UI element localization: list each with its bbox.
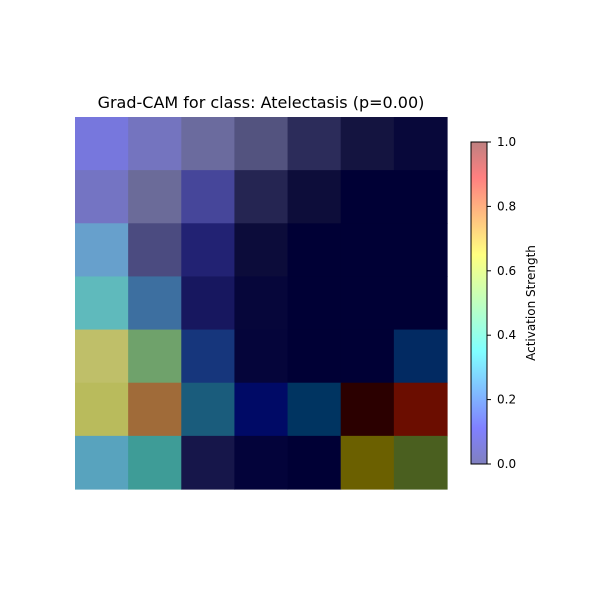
heatmap-cell-r6-c2: [181, 435, 236, 490]
heatmap-cell-r1-c4: [287, 170, 342, 224]
heatmap: [75, 117, 448, 490]
heatmap-cell-r4-c6: [393, 329, 448, 384]
heatmap-cell-r5-c4: [287, 382, 342, 437]
heatmap-cell-r4-c0: [75, 329, 129, 384]
colorbar-tick-label: 0.6: [497, 264, 516, 278]
heatmap-cell-r5-c0: [75, 382, 129, 437]
heatmap-cell-r6-c3: [234, 435, 289, 490]
heatmap-cell-r0-c2: [181, 117, 236, 171]
heatmap-cell-r1-c5: [340, 170, 395, 224]
heatmap-cell-r1-c3: [234, 170, 289, 224]
heatmap-cell-r6-c6: [393, 435, 448, 490]
heatmap-cell-r4-c3: [234, 329, 289, 384]
heatmap-cell-r6-c0: [75, 435, 129, 490]
heatmap-cell-r1-c2: [181, 170, 236, 224]
heatmap-cell-r2-c2: [181, 223, 236, 278]
heatmap-cell-r5-c6: [393, 382, 448, 437]
colorbar-tick-label: 0.8: [497, 199, 516, 213]
heatmap-cell-r2-c4: [287, 223, 342, 278]
heatmap-cell-r0-c1: [128, 117, 182, 171]
colorbar-tick-label: 0.4: [497, 328, 516, 342]
heatmap-cell-r5-c2: [181, 382, 236, 437]
heatmap-cell-r3-c6: [393, 276, 448, 331]
heatmap-cell-r4-c2: [181, 329, 236, 384]
heatmap-cell-r6-c4: [287, 435, 342, 490]
heatmap-cell-r2-c0: [75, 223, 129, 278]
heatmap-cell-r2-c3: [234, 223, 289, 278]
heatmap-cell-r4-c5: [340, 329, 395, 384]
colorbar-tick-label: 0.0: [497, 457, 516, 471]
heatmap-cell-r1-c0: [75, 170, 129, 224]
heatmap-cell-r0-c3: [234, 117, 289, 171]
heatmap-cell-r2-c1: [128, 223, 182, 278]
heatmap-cell-r2-c6: [393, 223, 448, 278]
heatmap-cell-r1-c6: [393, 170, 448, 224]
colorbar-frame: [470, 141, 488, 465]
heatmap-cell-r3-c5: [340, 276, 395, 331]
heatmap-cell-r3-c3: [234, 276, 289, 331]
heatmap-cell-r5-c1: [128, 382, 182, 437]
heatmap-cell-r5-c3: [234, 382, 289, 437]
heatmap-cell-r0-c0: [75, 117, 129, 171]
colorbar: 0.0 0.2 0.4 0.6 0.8 1.0 Activation Strength: [470, 135, 538, 471]
heatmap-cell-r4-c4: [287, 329, 342, 384]
heatmap-cell-r3-c1: [128, 276, 182, 331]
heatmap-cell-r6-c5: [340, 435, 395, 490]
heatmap-cell-r3-c0: [75, 276, 129, 331]
heatmap-cell-r3-c4: [287, 276, 342, 331]
heatmap-cell-r0-c6: [393, 117, 448, 171]
heatmap-cell-r6-c1: [128, 435, 182, 490]
chart-title: Grad-CAM for class: Atelectasis (p=0.00): [98, 93, 425, 112]
heatmap-cell-r2-c5: [340, 223, 395, 278]
colorbar-gradient: [471, 142, 487, 464]
colorbar-label: Activation Strength: [524, 245, 538, 361]
colorbar-tick-label: 1.0: [497, 135, 516, 149]
heatmap-cell-r4-c1: [128, 329, 182, 384]
colorbar-ticks: 0.0 0.2 0.4 0.6 0.8 1.0: [487, 135, 516, 471]
heatmap-cell-r0-c4: [287, 117, 342, 171]
heatmap-cell-r1-c1: [128, 170, 182, 224]
heatmap-cell-r3-c2: [181, 276, 236, 331]
colorbar-tick-label: 0.2: [497, 393, 516, 407]
heatmap-cell-r5-c5: [340, 382, 395, 437]
heatmap-cell-r0-c5: [340, 117, 395, 171]
